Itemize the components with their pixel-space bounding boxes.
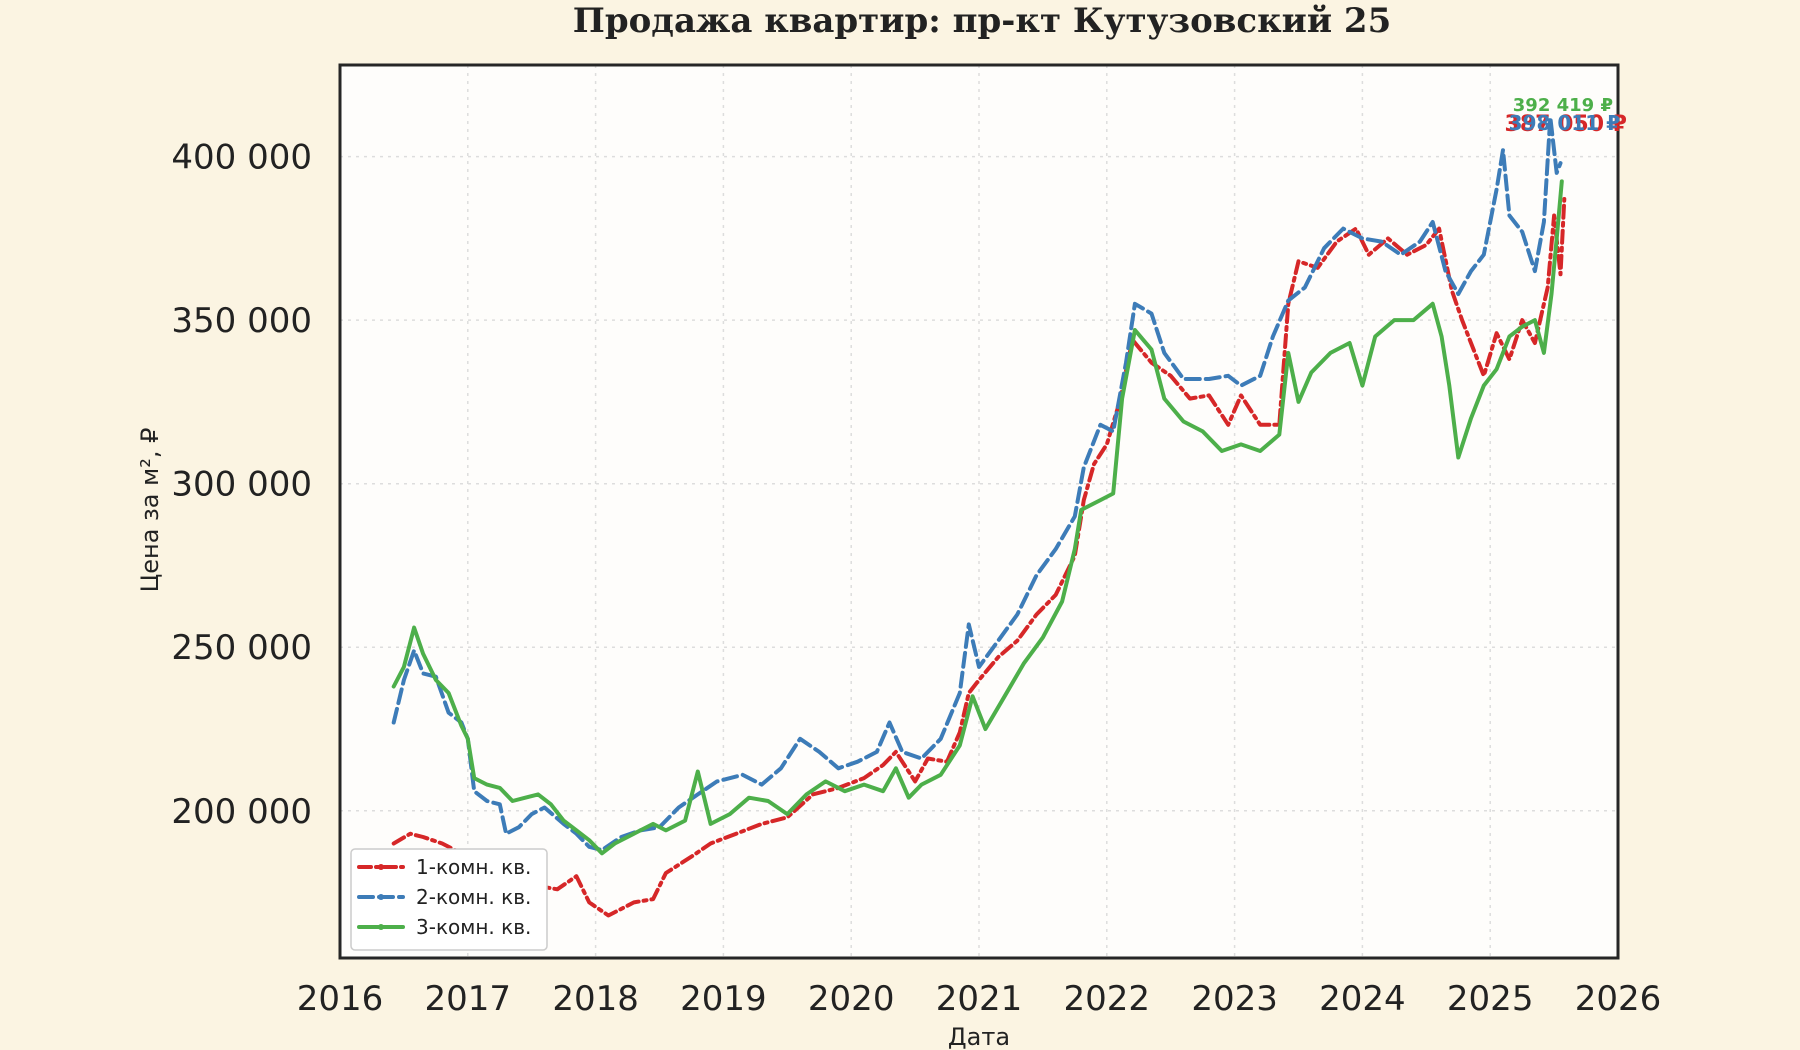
legend-label-1: 1-комн. кв. xyxy=(416,855,531,879)
x-axis-ticks: 2016 2017 2018 2019 2020 2021 2022 2023 2024 2025… xyxy=(297,979,1662,1019)
x-tick-label: 2017 xyxy=(425,979,512,1019)
legend-box xyxy=(350,848,548,951)
legend-marker-3 xyxy=(378,924,384,930)
x-tick-label: 2020 xyxy=(808,979,895,1019)
legend: 1-комн. кв. 2-комн. кв. 3-комн. кв. xyxy=(350,848,548,951)
y-tick-label: 300 000 xyxy=(171,465,312,505)
x-tick-label: 2021 xyxy=(936,979,1023,1019)
end-label-series-3: 392 419 ₽ xyxy=(1513,95,1613,116)
y-tick-label: 200 000 xyxy=(171,792,312,832)
plot-frame xyxy=(338,63,1620,960)
end-label-series-1: 387 050 ₽ xyxy=(1505,112,1627,137)
series-layer xyxy=(391,115,1567,918)
chart-title: Продажа квартир: пр-кт Кутузовский 25 xyxy=(573,1,1391,41)
grid-layer xyxy=(339,65,1619,958)
series-line-2 xyxy=(391,115,1563,853)
x-tick-label: 2018 xyxy=(552,979,639,1019)
x-axis-label: Дата xyxy=(948,1023,1010,1050)
y-tick-label: 400 000 xyxy=(171,138,312,178)
y-tick-label: 250 000 xyxy=(171,628,312,668)
legend-label-3: 3-комн. кв. xyxy=(416,915,531,939)
y-axis-label: Цена за м², ₽ xyxy=(136,428,164,593)
legend-marker-2 xyxy=(378,894,384,900)
y-axis-ticks: 200 000 250 000 300 000 350 000 400 000 xyxy=(171,138,312,832)
legend-marker-1 xyxy=(378,864,384,870)
series-line-3 xyxy=(391,179,1564,856)
x-tick-label: 2016 xyxy=(297,979,384,1019)
x-tick-label: 2023 xyxy=(1191,979,1278,1019)
y-tick-label: 350 000 xyxy=(171,301,312,341)
x-tick-label: 2025 xyxy=(1447,979,1534,1019)
x-tick-label: 2022 xyxy=(1064,979,1151,1019)
x-tick-label: 2024 xyxy=(1319,979,1406,1019)
legend-label-2: 2-комн. кв. xyxy=(416,885,531,909)
x-tick-label: 2026 xyxy=(1575,979,1662,1019)
end-label-series-2: 398 011 ₽ xyxy=(1509,111,1620,135)
end-labels: 387 050 ₽398 011 ₽392 419 ₽ xyxy=(1505,95,1627,137)
x-tick-label: 2019 xyxy=(680,979,767,1019)
plot-area xyxy=(340,65,1618,958)
